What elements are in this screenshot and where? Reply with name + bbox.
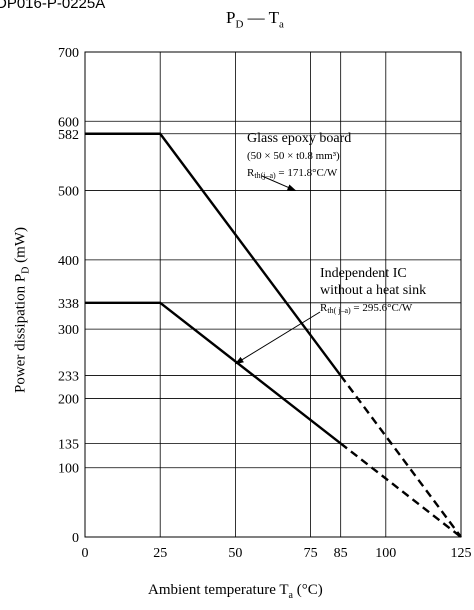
series-line-dashed: [339, 442, 462, 538]
x-tick-label: 50: [228, 546, 242, 561]
annotation-text: without a heat sink: [320, 283, 426, 298]
x-tick-label: 85: [334, 546, 348, 561]
y-tick-label: 600: [58, 115, 79, 130]
x-tick-label: 25: [153, 546, 167, 561]
x-tick-label: 75: [304, 546, 318, 561]
title-main: P: [226, 8, 236, 27]
x-axis-label-unit: (°C): [292, 582, 323, 598]
y-axis-label-text: Power dissipation P: [12, 273, 29, 393]
title-var-sub: a: [279, 18, 284, 31]
y-tick-label: 233: [58, 370, 79, 385]
annotation-rth: Rth( j–a) = 295.6°C/W: [320, 302, 413, 315]
series-line-solid: [85, 301, 342, 445]
y-tick-label: 100: [58, 462, 79, 477]
y-tick-label: 582: [58, 128, 79, 143]
series-line-solid: [85, 132, 342, 377]
y-axis-label-unit: (mW): [12, 227, 29, 267]
annotation-arrow: [234, 311, 321, 365]
annotation-rth: Rth(j–a) = 171.8°C/W: [247, 167, 338, 180]
x-tick-label: 0: [82, 546, 89, 561]
y-tick-label: 0: [72, 531, 79, 546]
annotation-text: Independent IC: [320, 266, 407, 281]
title-var: T: [268, 8, 280, 27]
series-line-dashed: [339, 374, 462, 538]
y-tick-label: 400: [58, 254, 79, 269]
package-code: DP016-P-0225A: [0, 0, 106, 12]
y-tick-label: 200: [58, 392, 79, 407]
y-tick-label: 300: [58, 323, 79, 338]
y-tick-label: 135: [58, 437, 79, 452]
y-tick-label: 500: [58, 185, 79, 200]
x-axis-label-text: Ambient temperature T: [148, 582, 289, 598]
annotation-text: (50 × 50 × t0.8 mm³): [247, 150, 340, 162]
annotation-text: Glass epoxy board: [247, 131, 351, 146]
title-dash: —: [243, 8, 269, 27]
x-axis-label-sub: a: [288, 590, 293, 601]
x-tick-label: 125: [451, 546, 472, 561]
y-tick-label: 338: [58, 297, 79, 312]
y-axis-label-sub: D: [20, 266, 32, 274]
x-tick-label: 100: [375, 546, 396, 561]
annotation-arrow: [261, 175, 297, 192]
x-axis-label: Ambient temperature Ta (°C): [148, 582, 323, 601]
title-main-sub: D: [235, 18, 244, 31]
y-axis-label: Power dissipation PD (mW): [13, 227, 32, 393]
plot-frame: [84, 51, 462, 538]
y-tick-label: 700: [58, 46, 79, 61]
chart-title: PD — Ta: [226, 8, 284, 30]
